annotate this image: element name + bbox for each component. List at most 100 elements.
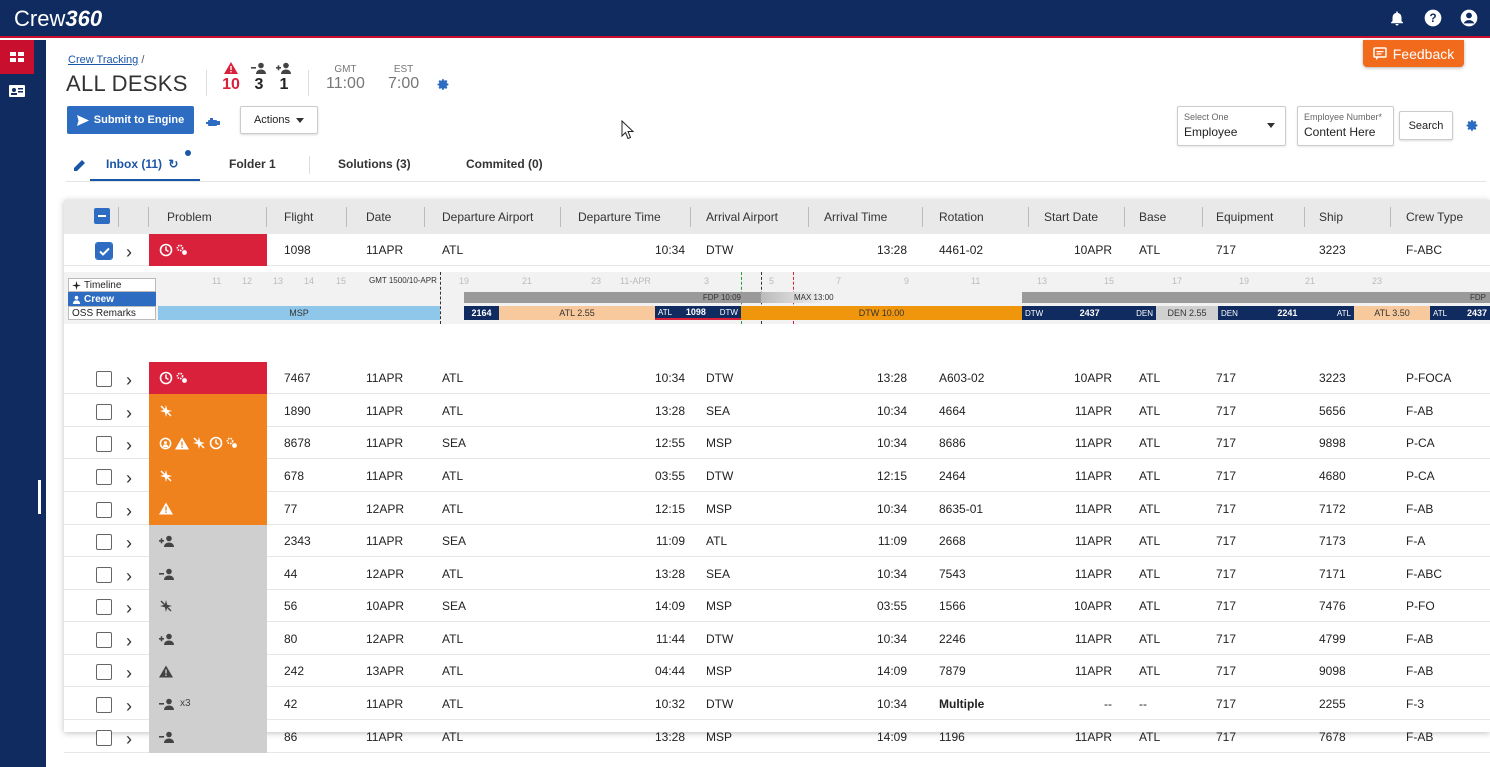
timeline-bar-atl-layover[interactable]: ATL 2.55 [499,306,655,320]
row-checkbox[interactable] [96,469,112,485]
problem-indicator[interactable] [149,427,267,459]
expand-chevron-icon[interactable]: › [126,696,132,716]
column-header-date[interactable]: Date [366,210,392,224]
row-checkbox[interactable] [96,371,112,387]
sidebar-item-dashboard[interactable] [0,40,34,74]
timeline-bar-1098[interactable]: ATL 1098 DTW [655,306,741,320]
removed-crew-stat[interactable]: 3 [249,62,269,94]
column-header-arrival-airport[interactable]: Arrival Airport [706,210,779,224]
timeline-bar-den-layover[interactable]: DEN 2.55 [1156,306,1218,320]
problem-indicator[interactable]: x3 [149,687,267,720]
row-checkbox[interactable] [96,502,112,518]
expand-chevron-icon[interactable]: › [126,729,132,749]
table-row[interactable]: › 77 12APR ATL 12:15 MSP 10:34 8635-01 11APR ATL 7… [64,492,1490,525]
timeline-bar-2437[interactable]: DTW 2437 DEN [1022,306,1156,320]
timeline-bar-2241[interactable]: DEN 2241 ATL [1218,306,1354,320]
timeline-bar-2164[interactable]: 2164 [464,306,499,320]
row-checkbox[interactable] [96,534,112,550]
column-header-crew-type[interactable]: Crew Type [1406,210,1464,224]
table-row[interactable]: › 8678 11APR SEA 12:55 MSP 10:34 8686 11APR ATL 71… [64,427,1490,459]
edit-pencil-icon[interactable] [74,158,86,176]
column-header-problem[interactable]: Problem [167,210,212,224]
breadcrumb-link-crew-tracking[interactable]: Crew Tracking [68,54,139,66]
expand-chevron-icon[interactable]: › [126,663,132,683]
settings-gear-icon[interactable] [1466,119,1479,137]
problem-indicator[interactable] [149,590,267,622]
expand-chevron-icon[interactable]: › [126,242,132,262]
table-row[interactable]: › 1890 11APR ATL 13:28 SEA 10:34 4664 11APR ATL 71… [64,394,1490,427]
problem-indicator[interactable] [149,557,267,590]
added-crew-stat[interactable]: 1 [274,62,294,94]
submit-to-engine-button[interactable]: Submit to Engine [67,106,194,134]
column-header-ship[interactable]: Ship [1319,210,1344,224]
table-row[interactable]: › 242 13APR ATL 04:44 MSP 14:09 7879 11APR ATL 717… [64,655,1490,687]
problem-indicator[interactable] [149,622,267,655]
alert-stat[interactable]: 10 [221,62,241,94]
row-checkbox[interactable] [96,697,112,713]
row-checkbox[interactable] [96,730,112,746]
help-icon[interactable]: ? [1422,7,1444,29]
column-header-departure-airport[interactable]: Departure Airport [442,210,534,224]
sidebar-item-crew[interactable] [0,74,34,108]
table-row[interactable]: › 1098 11APR ATL 10:34 DTW 13:28 4461-02 10APR AT… [64,234,1490,266]
row-checkbox[interactable] [96,436,112,452]
settings-gear-icon[interactable] [437,78,450,96]
search-button[interactable]: Search [1399,111,1453,140]
select-all-checkbox[interactable] [94,208,110,224]
row-checkbox[interactable] [96,567,112,583]
oss-remarks-tab[interactable]: OSS Remarks [68,306,156,320]
timeline-bar-atl-layover-2[interactable]: ATL 3.50 [1354,306,1430,320]
problem-indicator[interactable] [149,234,267,266]
row-checkbox[interactable] [95,242,113,260]
table-row[interactable]: › 678 11APR ATL 03:55 DTW 12:15 2464 11APR ATL 717… [64,459,1490,492]
timeline-bar-2437b[interactable]: ATL 2437 [1430,306,1490,320]
tab-solutions[interactable]: Solutions (3) [338,157,411,171]
row-checkbox[interactable] [96,632,112,648]
column-header-base[interactable]: Base [1139,210,1167,224]
row-checkbox[interactable] [96,404,112,420]
problem-indicator[interactable] [149,655,267,687]
bell-icon[interactable] [1386,7,1408,29]
column-header-departure-time[interactable]: Departure Time [578,210,661,224]
problem-indicator[interactable] [149,492,267,525]
feedback-button[interactable]: Feedback [1363,40,1464,67]
table-row[interactable]: › 7467 11APR ATL 10:34 DTW 13:28 A603-02 10APR AT… [64,362,1490,394]
problem-indicator[interactable] [149,394,267,427]
crew-tab[interactable]: Creew [68,292,156,306]
table-row[interactable]: › 2343 11APR SEA 11:09 ATL 11:09 2668 11APR ATL 71… [64,525,1490,557]
account-icon[interactable] [1458,7,1480,29]
expand-chevron-icon[interactable]: › [126,370,132,390]
actions-dropdown[interactable]: Actions [240,106,318,134]
problem-indicator[interactable] [149,720,267,753]
tab-inbox[interactable]: Inbox (11) ↻ [106,157,179,171]
table-row[interactable]: › 86 11APR ATL 13:28 MSP 14:09 1196 11APR ATL 717 7… [64,720,1490,753]
column-header-start-date[interactable]: Start Date [1044,210,1099,224]
problem-indicator[interactable] [149,525,267,557]
expand-chevron-icon[interactable]: › [126,403,132,423]
expand-chevron-icon[interactable]: › [126,566,132,586]
table-row[interactable]: › 80 12APR ATL 11:44 DTW 10:34 2246 11APR ATL 717 4… [64,622,1490,655]
row-checkbox[interactable] [96,664,112,680]
select-one-dropdown[interactable]: Select One Employee [1177,106,1286,146]
app-logo[interactable]: Crew360 [14,6,103,31]
problem-indicator[interactable] [149,459,267,492]
timeline-bar-msp[interactable]: MSP [158,306,440,320]
table-row[interactable]: › 56 10APR SEA 14:09 MSP 03:55 1566 10APR ATL 717 7… [64,590,1490,622]
expand-chevron-icon[interactable]: › [126,468,132,488]
tab-folder-1[interactable]: Folder 1 [229,157,276,171]
sidebar-resize-handle[interactable] [38,480,41,514]
column-header-flight[interactable]: Flight [284,210,314,224]
table-row[interactable]: › x3 42 11APR ATL 10:32 DTW 10:34 Multiple -- -- 71… [64,687,1490,720]
column-header-equipment[interactable]: Equipment [1216,210,1274,224]
expand-chevron-icon[interactable]: › [126,435,132,455]
timeline-bar-dtw-layover[interactable]: DTW 10.00 [741,306,1022,320]
expand-chevron-icon[interactable]: › [126,533,132,553]
column-header-arrival-time[interactable]: Arrival Time [824,210,888,224]
engine-icon[interactable] [206,115,220,133]
problem-indicator[interactable] [149,362,267,394]
employee-number-field[interactable]: Employee Number* Content Here [1297,106,1394,146]
tab-commited[interactable]: Commited (0) [466,157,543,171]
column-header-rotation[interactable]: Rotation [939,210,984,224]
timeline-tab[interactable]: Timeline [68,278,156,292]
expand-chevron-icon[interactable]: › [126,501,132,521]
